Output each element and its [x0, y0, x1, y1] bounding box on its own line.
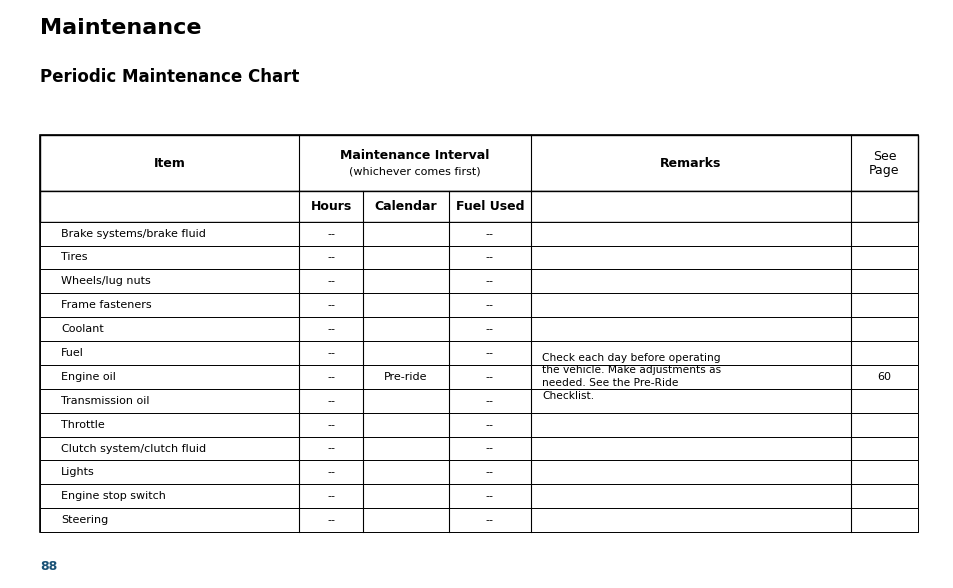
Text: --: --	[327, 300, 335, 310]
Text: Item: Item	[153, 156, 185, 170]
Text: Hours: Hours	[310, 200, 352, 213]
Text: Wheels/lug nuts: Wheels/lug nuts	[61, 276, 151, 286]
Text: Periodic Maintenance Chart: Periodic Maintenance Chart	[40, 68, 299, 86]
Text: --: --	[327, 492, 335, 502]
Text: Throttle: Throttle	[61, 420, 105, 430]
Text: --: --	[327, 420, 335, 430]
Text: --: --	[327, 324, 335, 334]
Text: (whichever comes first): (whichever comes first)	[349, 167, 480, 177]
Text: 60: 60	[877, 372, 890, 382]
Text: Coolant: Coolant	[61, 324, 104, 334]
Text: --: --	[327, 229, 335, 239]
Text: Checklist.: Checklist.	[541, 391, 594, 402]
Text: Transmission oil: Transmission oil	[61, 396, 150, 406]
Text: Maintenance: Maintenance	[40, 18, 201, 38]
Text: Steering: Steering	[61, 515, 109, 525]
Text: --: --	[485, 252, 494, 262]
Text: Engine oil: Engine oil	[61, 372, 116, 382]
Text: --: --	[327, 515, 335, 525]
Text: Maintenance Interval: Maintenance Interval	[340, 149, 489, 162]
Text: Remarks: Remarks	[659, 156, 720, 170]
Text: --: --	[485, 324, 494, 334]
Text: Fuel Used: Fuel Used	[456, 200, 523, 213]
Text: See: See	[872, 149, 895, 163]
Text: Engine stop switch: Engine stop switch	[61, 492, 166, 502]
Text: --: --	[485, 396, 494, 406]
Text: Tires: Tires	[61, 252, 88, 262]
Text: --: --	[485, 492, 494, 502]
Text: Lights: Lights	[61, 467, 94, 477]
Text: --: --	[327, 396, 335, 406]
Text: --: --	[327, 348, 335, 358]
Text: Clutch system/clutch fluid: Clutch system/clutch fluid	[61, 443, 206, 453]
Text: --: --	[327, 443, 335, 453]
Text: --: --	[327, 467, 335, 477]
Text: --: --	[485, 420, 494, 430]
Text: --: --	[485, 515, 494, 525]
Text: --: --	[327, 252, 335, 262]
Text: --: --	[485, 348, 494, 358]
Text: needed. See the Pre-Ride: needed. See the Pre-Ride	[541, 378, 678, 389]
Text: --: --	[485, 443, 494, 453]
Text: Fuel: Fuel	[61, 348, 84, 358]
Text: Brake systems/brake fluid: Brake systems/brake fluid	[61, 229, 206, 239]
Text: Pre-ride: Pre-ride	[384, 372, 427, 382]
Text: --: --	[327, 372, 335, 382]
Text: --: --	[485, 300, 494, 310]
Text: --: --	[485, 372, 494, 382]
Text: --: --	[485, 276, 494, 286]
Text: Check each day before operating: Check each day before operating	[541, 352, 720, 363]
Text: Page: Page	[868, 163, 899, 177]
Text: --: --	[485, 467, 494, 477]
Text: --: --	[485, 229, 494, 239]
Text: --: --	[327, 276, 335, 286]
Text: 88: 88	[40, 560, 57, 573]
Text: Frame fasteners: Frame fasteners	[61, 300, 152, 310]
Text: the vehicle. Make adjustments as: the vehicle. Make adjustments as	[541, 365, 720, 376]
Text: Calendar: Calendar	[375, 200, 436, 213]
